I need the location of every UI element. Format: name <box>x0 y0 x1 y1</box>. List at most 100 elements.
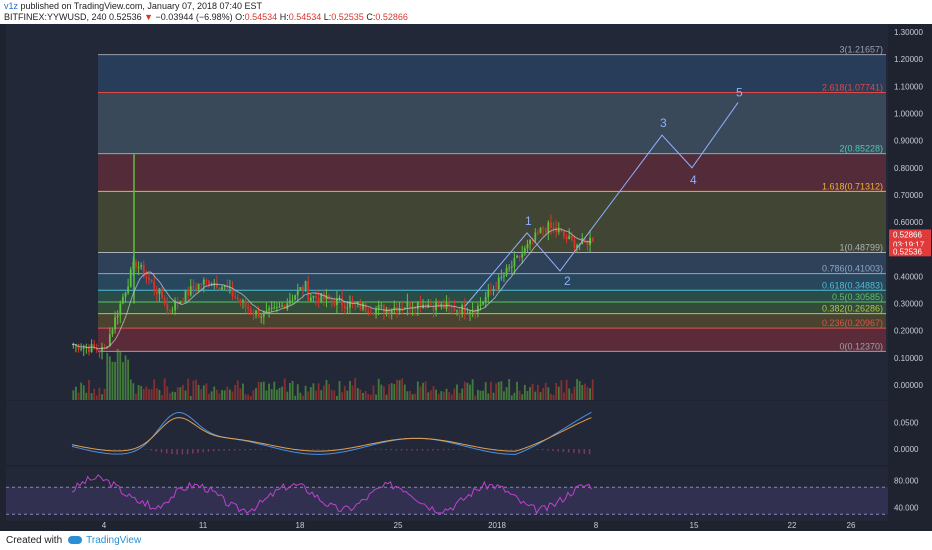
candle <box>244 300 247 307</box>
candle <box>557 229 560 232</box>
candle <box>275 307 278 309</box>
wave-label: 2 <box>564 274 571 288</box>
y-tick-label: 0.20000 <box>894 327 923 336</box>
macd-histogram-bar <box>453 449 455 450</box>
candle <box>544 228 547 233</box>
volume-bar <box>497 381 500 400</box>
volume-bar <box>503 391 505 400</box>
macd-histogram-bar <box>124 449 126 450</box>
tradingview-brand[interactable]: TradingView <box>86 535 142 546</box>
footer: Created with TradingView <box>0 531 932 550</box>
volume-bar <box>427 392 430 400</box>
volume-bar <box>281 386 284 400</box>
macd-histogram-bar <box>312 449 314 450</box>
volume-bar <box>581 385 584 400</box>
candle <box>500 276 503 278</box>
candle <box>513 257 516 267</box>
macd-histogram-bar <box>118 449 121 450</box>
volume-bar <box>416 381 419 400</box>
macd-histogram-bar <box>447 449 450 451</box>
macd-histogram-bar <box>515 449 518 450</box>
volume-bar <box>354 378 357 400</box>
volume-bar <box>278 387 281 400</box>
macd-histogram-bar <box>108 449 111 450</box>
price-tag-label: 0.52866 <box>893 230 922 239</box>
candle <box>166 303 169 310</box>
close-value: 0.52866 <box>375 12 408 22</box>
publisher-name[interactable]: v1z <box>4 1 19 11</box>
candle <box>197 283 200 290</box>
fib-label: 0.236(0.20967) <box>822 318 883 328</box>
volume-bar <box>239 388 242 400</box>
macd-tick-label: 0.0500 <box>894 418 919 427</box>
macd-histogram-bar <box>411 449 413 451</box>
candle <box>523 248 526 254</box>
candle <box>200 283 203 285</box>
volume-bar <box>228 389 231 400</box>
candle <box>458 310 461 314</box>
candle <box>249 308 252 313</box>
macd-histogram-bar <box>296 449 298 450</box>
macd-histogram-bar <box>202 449 204 453</box>
volume-bar <box>299 392 302 400</box>
fib-label: 3(1.21657) <box>839 45 883 55</box>
candle <box>111 329 114 335</box>
volume-bar <box>440 391 443 400</box>
volume-bar <box>544 382 547 400</box>
macd-histogram-bar <box>421 449 424 451</box>
candle <box>330 299 333 301</box>
macd-histogram-bar <box>432 449 434 451</box>
volume-bar <box>140 385 143 400</box>
macd-pane <box>6 401 888 465</box>
volume-bar <box>197 384 200 400</box>
candle <box>536 232 539 234</box>
volume-bar <box>161 395 163 400</box>
volume-bar <box>155 388 158 400</box>
candle <box>359 301 362 310</box>
candle <box>88 346 90 353</box>
candle <box>406 301 409 308</box>
macd-histogram-bar <box>390 449 392 451</box>
x-tick-label: 25 <box>394 521 403 530</box>
volume-bar <box>487 393 490 400</box>
candle <box>101 347 103 353</box>
y-tick-label: 0.90000 <box>894 137 923 146</box>
candle <box>367 311 370 314</box>
macd-histogram-bar <box>494 449 497 450</box>
volume-bar <box>333 390 336 400</box>
x-tick-label: 15 <box>690 521 699 530</box>
volume-bar <box>75 386 77 400</box>
price-chart[interactable]: 0(0.12370) 0.236(0.20967) 0.382(0.26286) 0.… <box>0 24 932 531</box>
candle <box>223 285 226 288</box>
macd-histogram-bar <box>406 449 408 451</box>
candle <box>482 302 484 305</box>
volume-bar <box>80 382 83 400</box>
candle <box>382 305 385 313</box>
volume-bar <box>474 395 477 400</box>
volume-bar <box>249 395 252 400</box>
candle <box>437 302 440 307</box>
volume-bar <box>82 385 85 400</box>
candle <box>489 289 492 291</box>
candle <box>210 284 213 286</box>
volume-bar <box>539 392 542 400</box>
volume-bar <box>568 388 571 400</box>
rsi-tick-label: 40.000 <box>894 504 919 513</box>
candle <box>106 346 109 348</box>
volume-bar <box>456 384 458 400</box>
volume-bar <box>432 386 435 400</box>
candle <box>116 315 119 318</box>
wave-label: 1 <box>525 214 532 228</box>
volume-bar <box>111 361 114 400</box>
volume-bar <box>341 392 344 400</box>
macd-histogram-bar <box>192 449 194 454</box>
candle <box>129 269 132 287</box>
volume-bar <box>132 383 135 400</box>
volume-bar <box>320 390 323 400</box>
candle <box>518 255 521 258</box>
candle <box>343 305 346 309</box>
macd-histogram-bar <box>541 449 544 451</box>
candle <box>255 310 257 315</box>
volume-bar <box>424 381 427 400</box>
candle <box>299 287 302 290</box>
